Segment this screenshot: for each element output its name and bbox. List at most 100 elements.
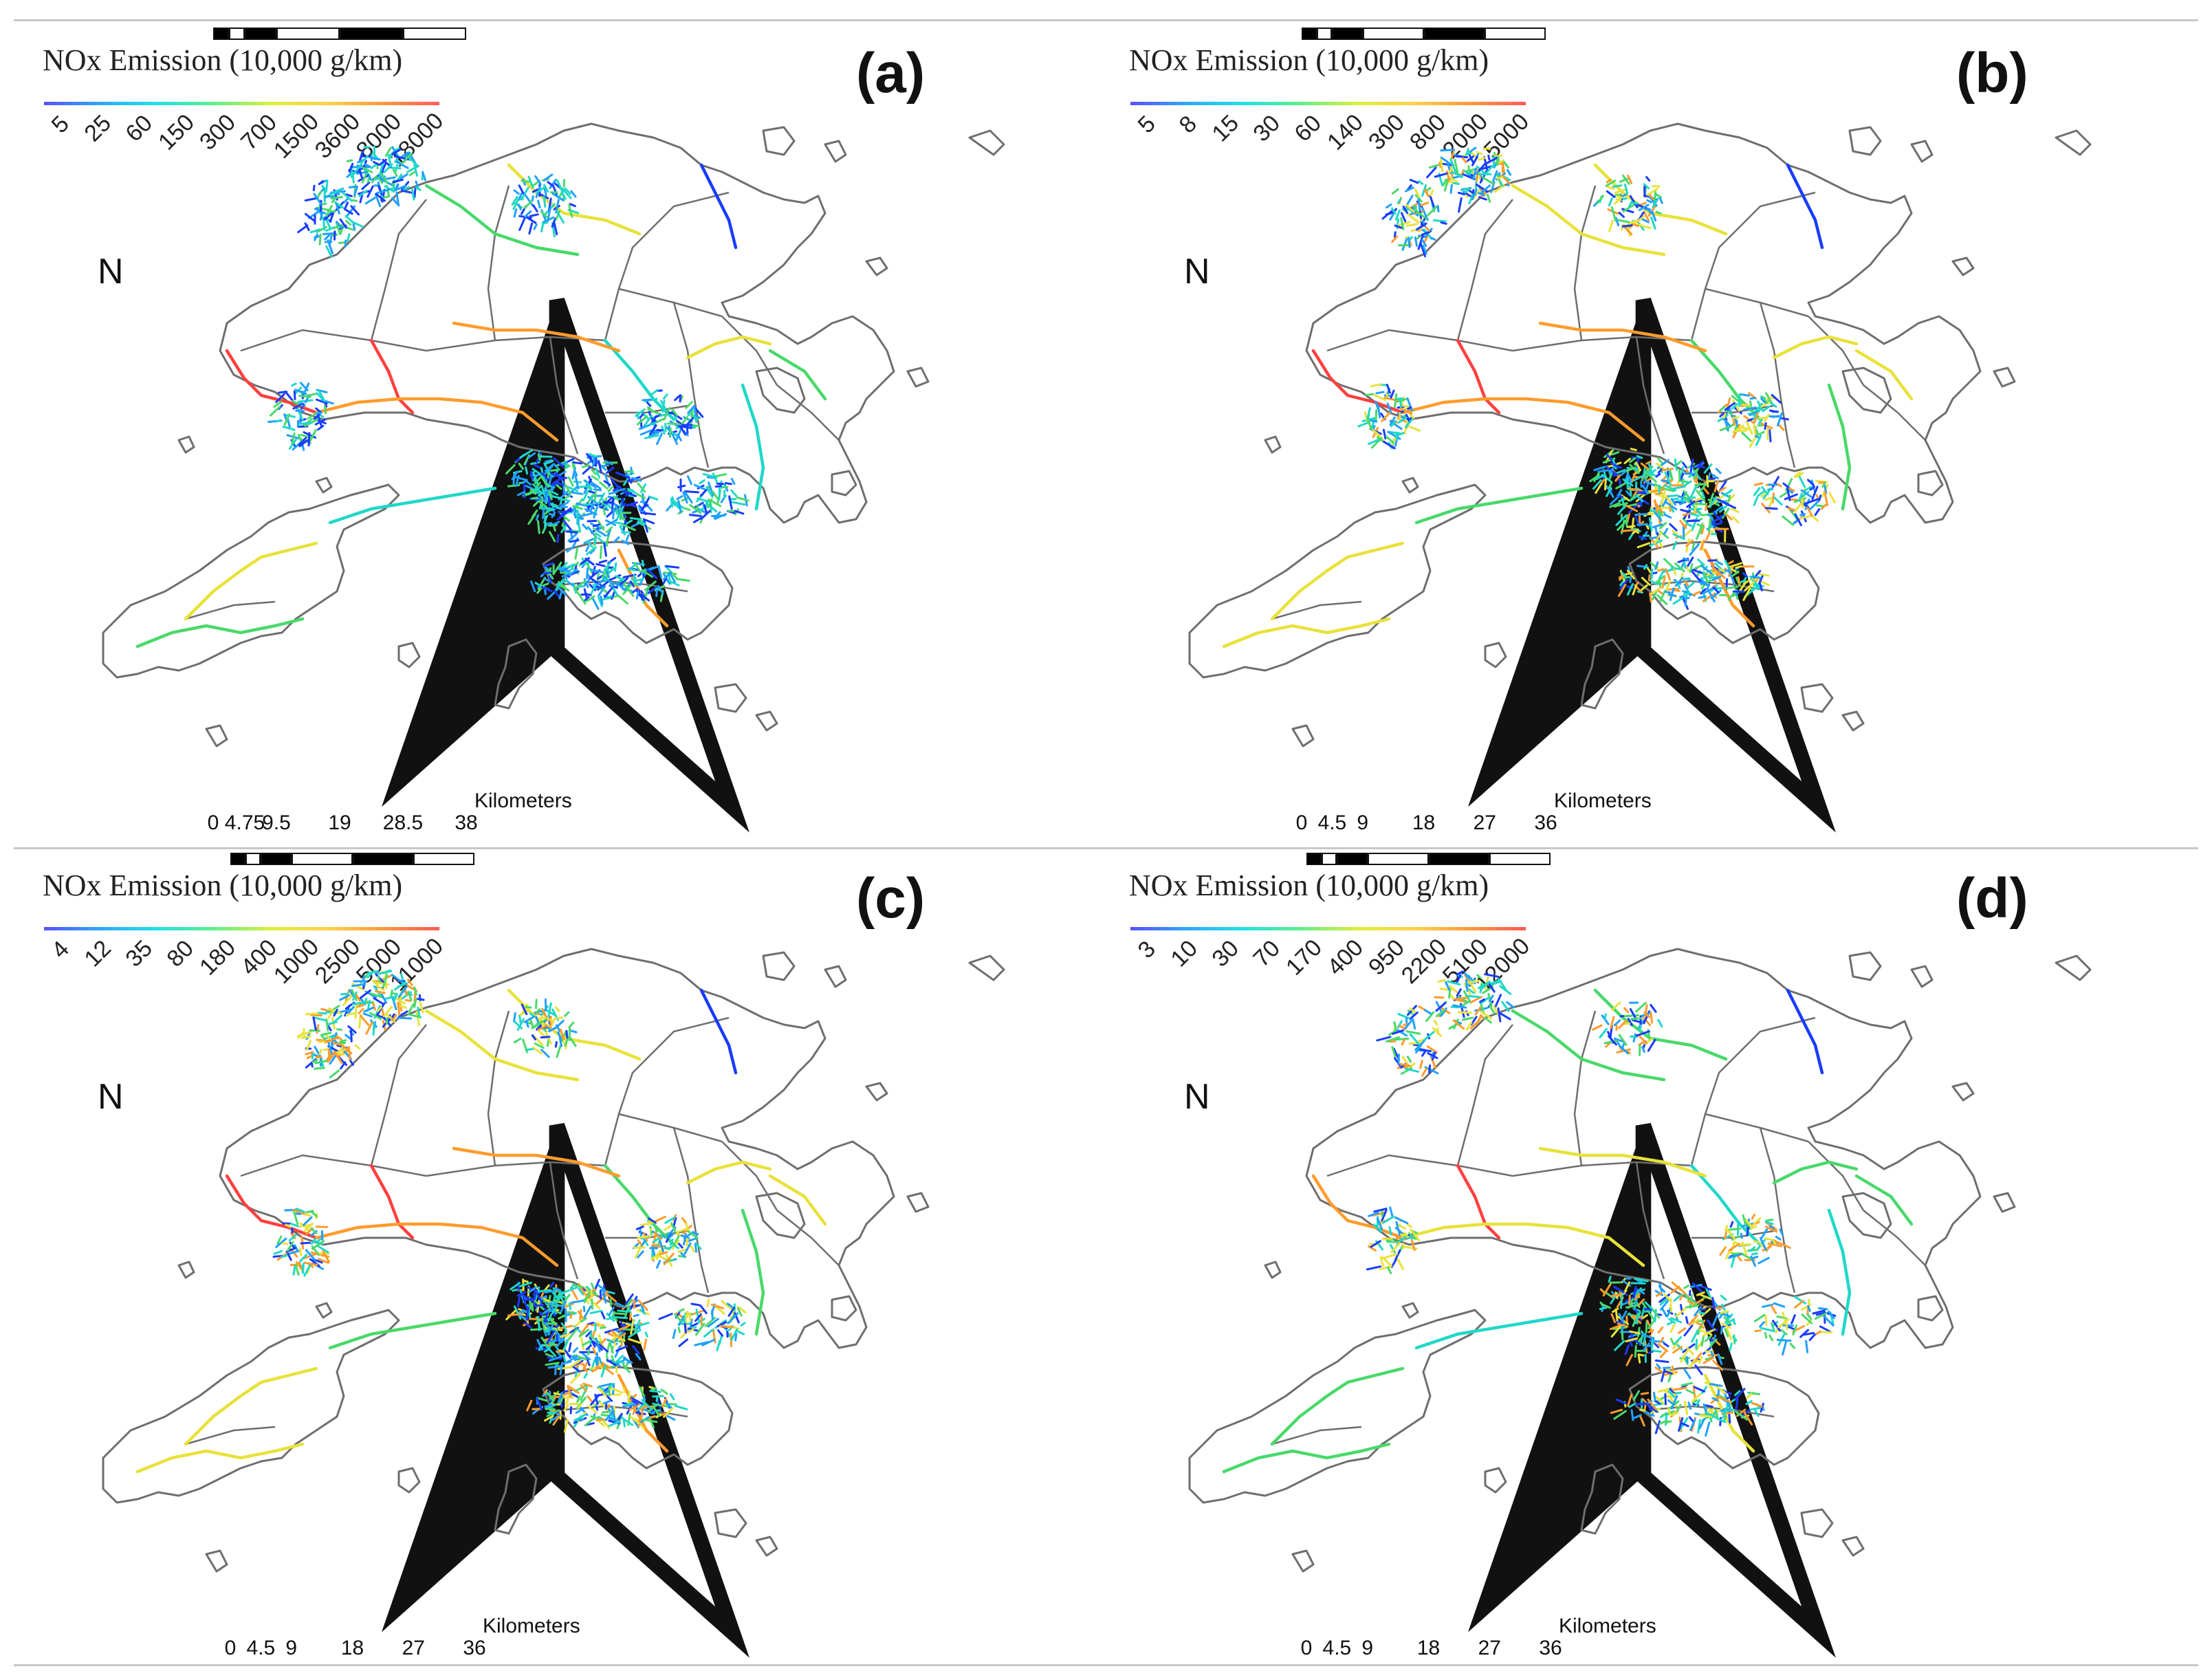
road-segment [1667,1399,1674,1405]
road-segment [1615,195,1623,199]
road-segment [576,1395,581,1403]
road-segment [1657,457,1664,466]
road-segment [1610,461,1620,469]
road-segment [328,234,333,247]
road-segment [373,997,384,1005]
road-segment [1375,391,1385,395]
scale-bar-label: 9 [285,1637,298,1659]
road-segment [1724,585,1739,590]
road-segment [663,1407,674,1418]
road-segment [1756,572,1770,577]
road-segment [571,1393,578,1398]
road-segment [1779,1228,1784,1236]
road-segment [631,1397,644,1405]
coastline [1800,683,1834,713]
scale-bar-segment [291,853,353,865]
road-segment [560,501,569,508]
road-segment [1669,1338,1675,1345]
road-segment [1772,335,1859,360]
road-segment [518,184,525,195]
road-segment [1405,1017,1408,1025]
road-segment [1646,567,1652,574]
road-segment [609,574,622,582]
district-boundary [426,1161,606,1177]
district-boundary [240,329,427,352]
road-segment [683,507,691,512]
road-segment [637,1250,644,1258]
panel-b: NOx Emission (10,000 g/km) 5 8 15 30 60 140 300… [1100,28,2187,846]
road-segment [355,171,368,175]
road-segment [1438,162,1442,168]
coastline [102,1309,400,1504]
road-segment [287,1241,294,1252]
road-segment [639,413,644,419]
road-segment [609,1340,614,1354]
road-segment [1434,996,1445,999]
road-segment [548,1301,557,1315]
road-segment [603,1400,611,1404]
road-segment [1605,179,1617,187]
road-segment [1421,1067,1428,1077]
coastline [1291,724,1315,748]
road-segment [1758,417,1764,424]
road-segment [1423,189,1430,197]
road-segment [569,568,578,576]
panel-label: (a) [856,42,926,105]
road-segment [727,1307,736,1317]
road-segment [1658,1293,1671,1303]
road-segment [314,1067,325,1070]
road-segment [1412,204,1420,215]
road-segment [1755,435,1762,446]
road-segment [1479,184,1491,195]
road-segment [705,486,714,498]
road-segment [1610,1325,1621,1338]
road-segment [1639,1334,1644,1346]
road-segment [686,424,689,434]
coastline [1910,965,1934,988]
road-segment [1725,1327,1733,1341]
road-segment [1731,416,1740,419]
road-segment [320,1254,330,1258]
road-segment [1603,1039,1619,1045]
road-segment [1751,1255,1759,1260]
road-segment [1719,425,1731,432]
road-segment [1661,1307,1668,1318]
road-segment [537,453,541,461]
road-segment [542,506,545,519]
road-segment [582,523,588,530]
road-segment [1697,1419,1701,1434]
road-segment [587,1348,591,1356]
road-segment [574,474,580,490]
road-segment [383,163,393,173]
road-segment [659,413,666,417]
road-segment [562,519,572,531]
road-segment [540,1318,546,1331]
road-segment [622,1386,626,1393]
road-segment [1667,1320,1674,1326]
district-boundary [721,1141,778,1211]
road-segment [606,529,612,537]
road-segment [528,1286,537,1294]
road-segment [617,1360,625,1364]
road-segment [695,1322,705,1336]
road-segment [1721,1304,1726,1311]
coastline [315,477,333,494]
road-segment [1421,230,1432,237]
road-segment [596,529,606,537]
road-segment [415,186,421,191]
road-segment [351,1001,365,1006]
road-segment [1729,1342,1733,1351]
road-segment [637,411,639,420]
road-segment [1394,209,1401,221]
road-segment [1432,1027,1442,1038]
north-arrow-icon [382,297,749,833]
road-segment [522,1296,529,1310]
road-segment [562,1339,569,1353]
road-segment [1592,1024,1603,1031]
road-segment [1689,1418,1696,1431]
road-segment [1672,1386,1687,1391]
road-segment [295,1261,303,1272]
road-segment [721,1300,733,1310]
road-segment [590,1289,593,1298]
road-segment [647,408,662,416]
